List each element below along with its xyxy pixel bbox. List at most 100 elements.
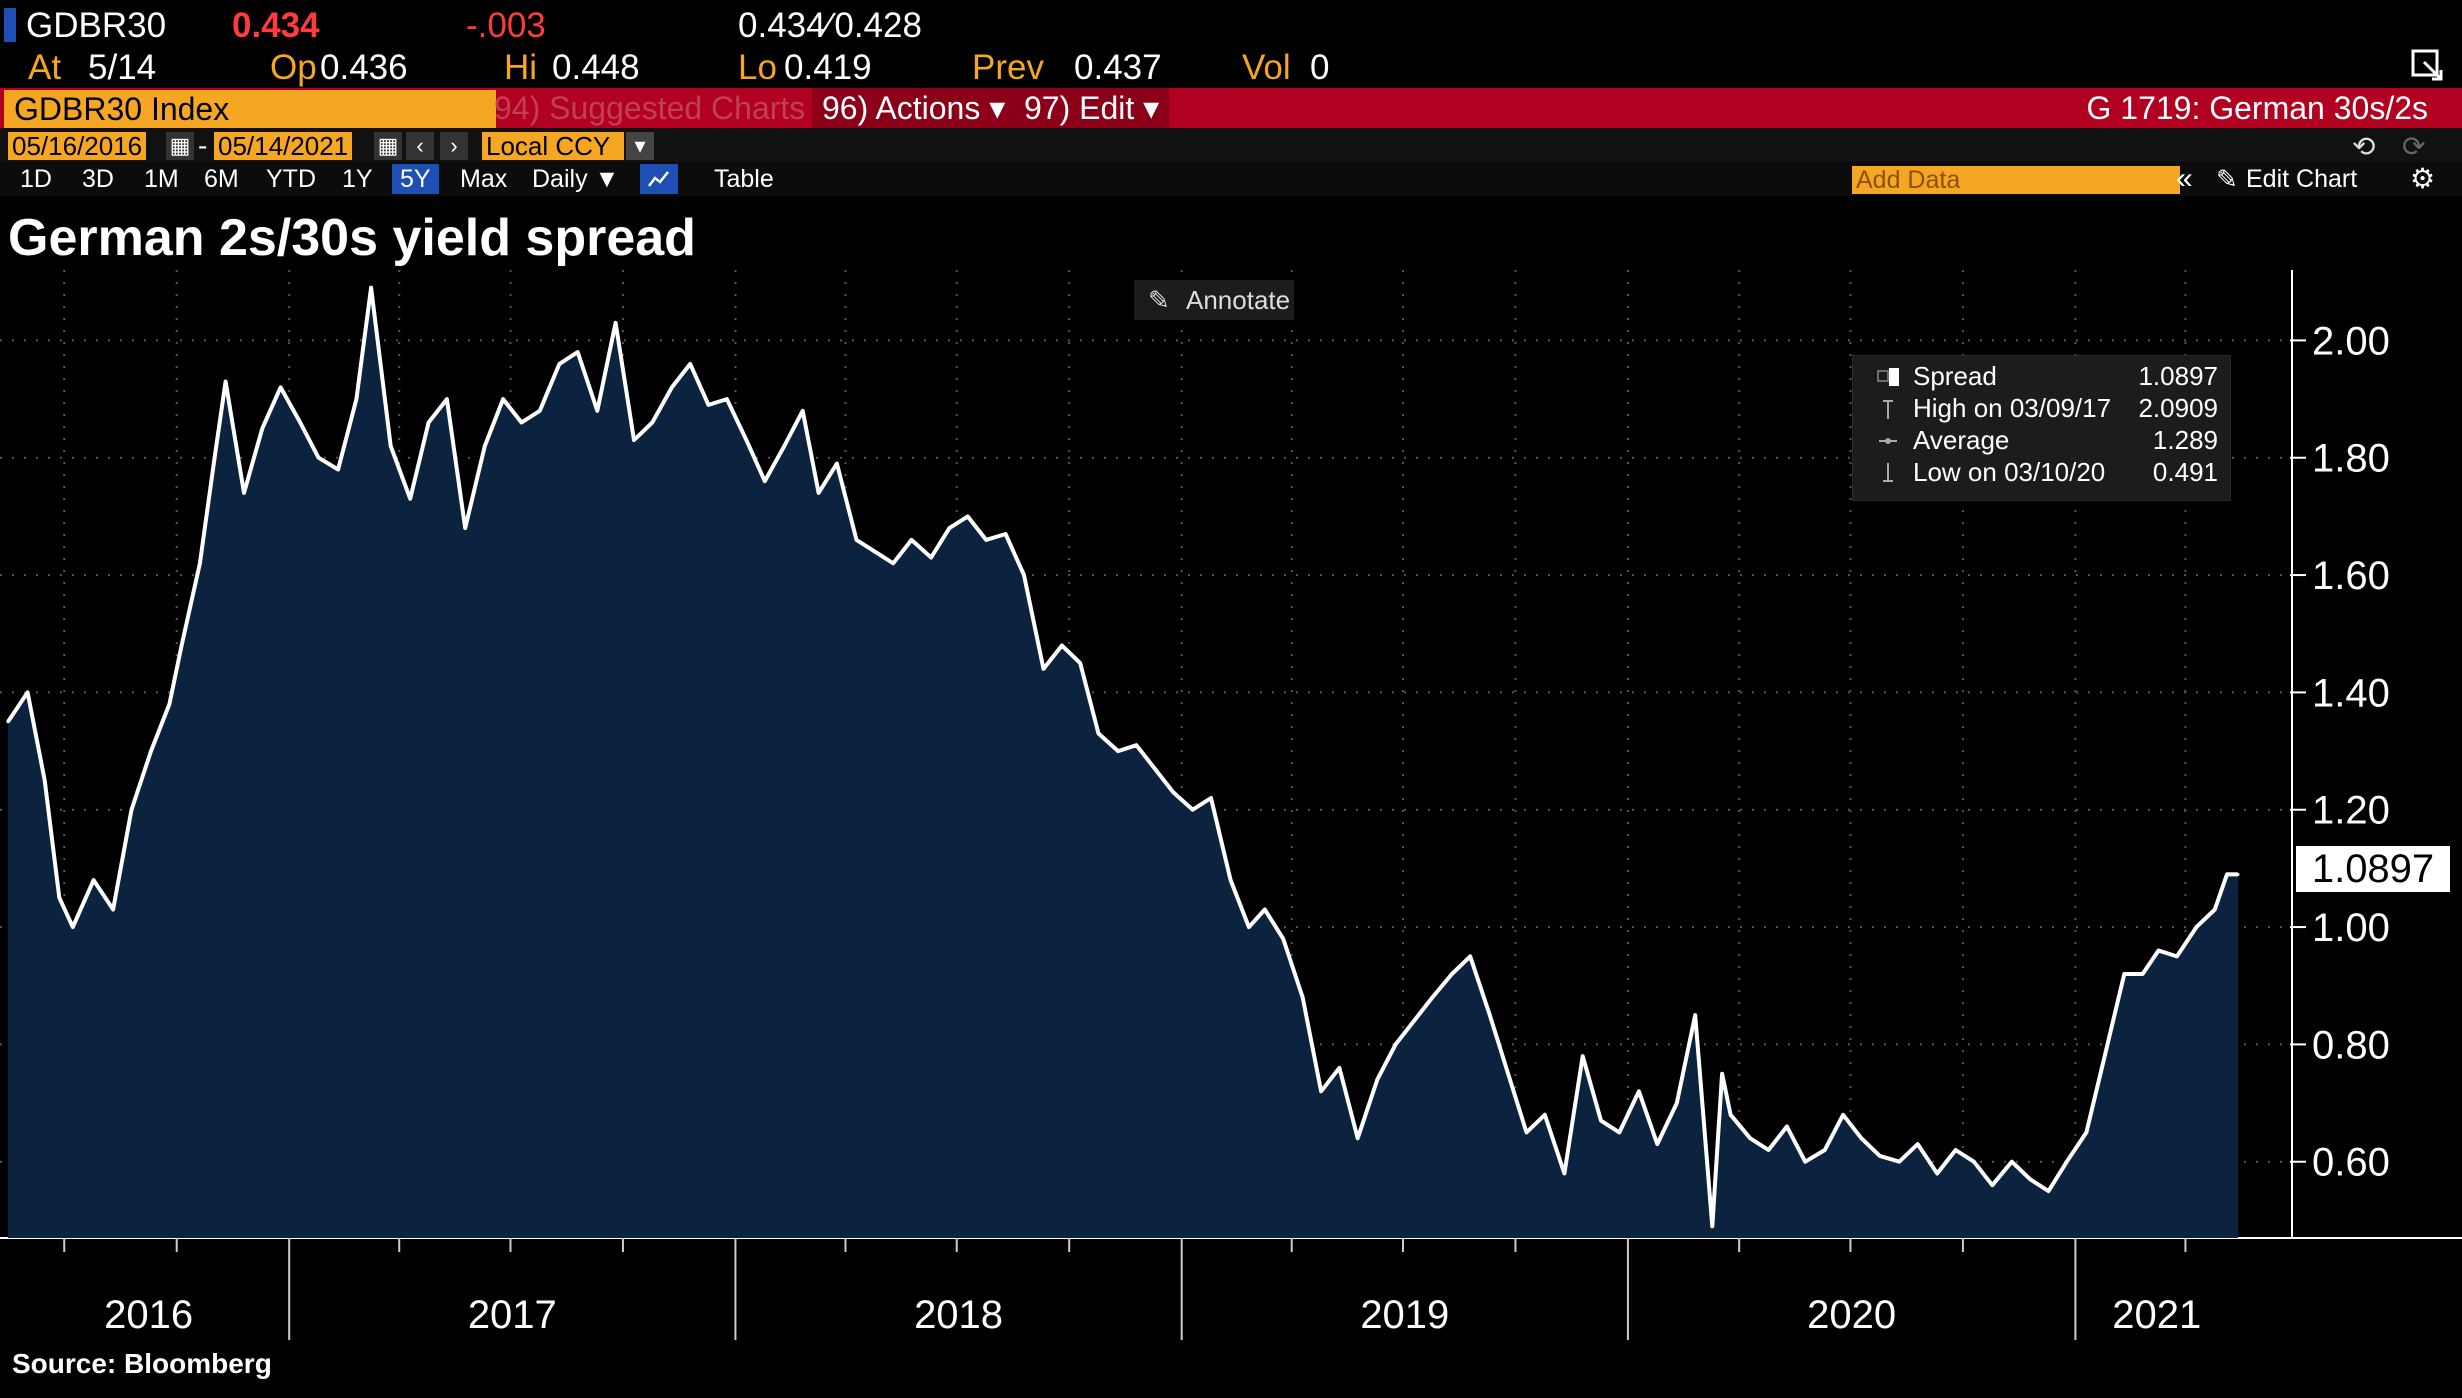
suggested-charts-menu[interactable]: 94) Suggested Charts (494, 90, 806, 126)
y-tick-label: 1.20 (2312, 789, 2390, 833)
data-point (1281, 937, 1285, 941)
range-ytd[interactable]: YTD (266, 165, 316, 193)
x-tick-label: 2019 (1360, 1293, 1449, 1337)
settings-icon[interactable]: ⚙ (2410, 163, 2436, 194)
data-point (1859, 1136, 1863, 1140)
data-point (1134, 743, 1138, 747)
legend-average-label: Average (1913, 425, 2010, 455)
data-point (519, 421, 523, 425)
data-point (1524, 1130, 1528, 1134)
edit-menu[interactable]: 97) Edit ▾ (1014, 88, 1170, 128)
start-date-input[interactable]: 05/16/2016 (8, 132, 147, 160)
popout-icon[interactable] (2410, 48, 2444, 82)
data-point (2213, 907, 2217, 911)
collapse-icon[interactable] (1877, 364, 1899, 388)
data-point (1153, 767, 1157, 771)
edit-chart-button[interactable]: Edit Chart (2246, 165, 2358, 193)
bid-ask: 0.434∕ 0.428 (738, 6, 922, 45)
annotate-button[interactable]: ✎ Annotate (1134, 280, 1294, 320)
data-point (317, 456, 321, 460)
end-date-input[interactable]: 05/14/2021 (214, 132, 353, 160)
data-point (763, 479, 767, 483)
data-point (1785, 1125, 1789, 1129)
undo-icon[interactable]: ⟲ (2352, 131, 2376, 162)
data-point (129, 808, 133, 812)
y-tick-label: 1.00 (2312, 906, 2390, 950)
data-point (2157, 949, 2161, 953)
data-point (966, 514, 970, 518)
legend-high-label: High on 03/09/17 (1913, 393, 2112, 423)
data-point (1319, 1089, 1323, 1093)
data-point (538, 409, 542, 413)
data-point (929, 555, 933, 559)
net-change: -.003 (466, 6, 546, 45)
data-point (1599, 1119, 1603, 1123)
data-point (1078, 661, 1082, 665)
data-point (1655, 1142, 1659, 1146)
redo-icon[interactable]: ⟳ (2402, 131, 2426, 162)
range-1y[interactable]: 1Y (342, 165, 373, 193)
data-point (744, 438, 748, 442)
data-point (557, 362, 561, 366)
data-point (650, 421, 654, 425)
data-point (213, 456, 217, 460)
currency-select[interactable]: Local CCY (482, 132, 624, 160)
chart-title: German 2s/30s yield spread (8, 209, 696, 267)
data-point (2236, 872, 2240, 876)
vol-value: 0 (1310, 48, 1330, 87)
data-point (111, 907, 115, 911)
chevron-left-icon[interactable]: ‹ (406, 132, 434, 160)
data-point (1097, 731, 1101, 735)
data-point (632, 438, 636, 442)
data-point (1450, 972, 1454, 976)
table-button[interactable]: Table (714, 165, 774, 193)
data-point (445, 397, 449, 401)
data-point (92, 878, 96, 882)
add-data-field[interactable]: Add Data (1852, 166, 2180, 194)
data-point (1430, 995, 1434, 999)
last-value-tag: 1.0897 (2296, 846, 2450, 892)
chevron-down-icon[interactable]: ▾ (626, 132, 654, 160)
data-point (1675, 1101, 1679, 1105)
data-point (198, 561, 202, 565)
data-point (1543, 1113, 1547, 1117)
range-6m[interactable]: 6M (204, 165, 239, 193)
data-point (167, 702, 171, 706)
frequency-select[interactable]: Daily ▼ (532, 165, 620, 193)
data-point (57, 896, 61, 900)
security-field[interactable]: GDBR30 Index (4, 90, 496, 128)
range-max[interactable]: Max (460, 165, 508, 193)
data-point (26, 690, 30, 694)
chevron-right-icon[interactable]: › (440, 132, 468, 160)
actions-menu[interactable]: 96) Actions ▾ (812, 88, 1016, 128)
data-point (389, 444, 393, 448)
data-point (1581, 1054, 1585, 1058)
collapse-icon[interactable]: « (2176, 162, 2193, 195)
range-3d[interactable]: 3D (82, 165, 114, 193)
data-point (614, 321, 618, 325)
range-5y[interactable]: 5Y (392, 164, 439, 194)
data-point (2028, 1177, 2032, 1181)
calendar-icon[interactable]: ▦ (166, 132, 194, 160)
data-point (891, 561, 895, 565)
data-point (2141, 972, 2145, 976)
range-1d[interactable]: 1D (20, 165, 52, 193)
source-note: Source: Bloomberg (12, 1348, 272, 1379)
y-tick-label: 2.00 (2312, 319, 2390, 363)
calendar-icon[interactable]: ▦ (374, 132, 402, 160)
data-point (1301, 995, 1305, 999)
x-tick-label: 2017 (468, 1293, 557, 1337)
security-marker (4, 8, 16, 42)
data-point (1878, 1154, 1882, 1158)
pencil-icon: ✎ (1148, 285, 1170, 315)
data-point (6, 720, 10, 724)
chart-type-icon[interactable] (640, 164, 678, 194)
data-point (1412, 1019, 1416, 1023)
data-point (1356, 1136, 1360, 1140)
series-area (8, 287, 2238, 1239)
data-point (782, 444, 786, 448)
range-1m[interactable]: 1M (144, 165, 179, 193)
legend-low-label: Low on 03/10/20 (1913, 457, 2106, 487)
data-point (2084, 1130, 2088, 1134)
